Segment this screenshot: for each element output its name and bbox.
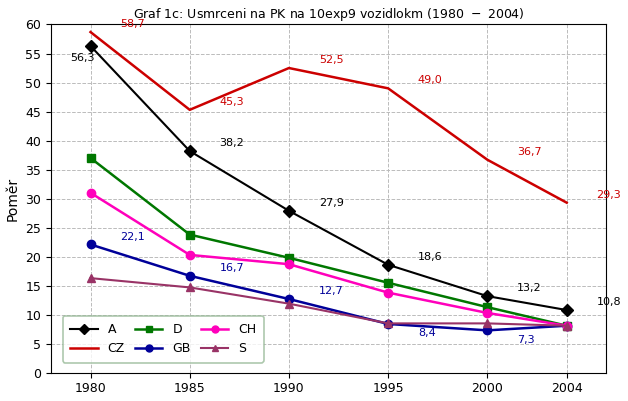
Text: 56,3: 56,3 [71, 53, 95, 63]
S [285, 301, 293, 306]
GB [87, 242, 94, 247]
D [563, 323, 570, 328]
Text: 13,2: 13,2 [517, 283, 542, 293]
Text: 45,3: 45,3 [219, 97, 244, 107]
Text: 58,7: 58,7 [121, 19, 145, 29]
Text: 49,0: 49,0 [418, 75, 443, 85]
Line: A: A [86, 42, 571, 314]
CH [186, 253, 193, 257]
D [384, 280, 392, 285]
D [87, 156, 94, 160]
Legend: A, CZ, D, GB, CH, S: A, CZ, D, GB, CH, S [63, 316, 264, 363]
CZ [384, 86, 392, 91]
A [384, 262, 392, 267]
GB [384, 322, 392, 326]
CZ [186, 107, 193, 112]
GB [484, 328, 491, 333]
D [186, 232, 193, 237]
CH [563, 323, 570, 328]
CH [384, 290, 392, 295]
CZ [563, 200, 570, 205]
CZ [285, 66, 293, 71]
CH [87, 190, 94, 195]
GB [285, 297, 293, 302]
Text: 7,3: 7,3 [517, 335, 534, 345]
Text: 18,6: 18,6 [418, 252, 443, 262]
A [484, 294, 491, 298]
Title: Graf 1c: Usmrceni na PK na 10exp9 vozidlokm $\it{(1980\ -\ 2004)}$: Graf 1c: Usmrceni na PK na 10exp9 vozidl… [133, 6, 524, 22]
A [563, 308, 570, 312]
Text: 10,8: 10,8 [597, 297, 621, 307]
A [285, 209, 293, 213]
GB [186, 273, 193, 278]
CZ [484, 157, 491, 162]
D [285, 255, 293, 260]
A [186, 149, 193, 154]
D [484, 305, 491, 310]
Text: 29,3: 29,3 [597, 190, 621, 200]
Y-axis label: Poměr: Poměr [6, 176, 19, 221]
Text: 12,7: 12,7 [318, 286, 344, 296]
Line: CH: CH [86, 188, 571, 330]
Text: 8,4: 8,4 [418, 328, 436, 338]
Line: CZ: CZ [90, 32, 566, 203]
A [87, 44, 94, 49]
S [563, 323, 570, 328]
CH [285, 262, 293, 267]
GB [563, 323, 570, 328]
Text: 16,7: 16,7 [219, 263, 244, 273]
CH [484, 310, 491, 315]
Text: 22,1: 22,1 [121, 231, 145, 241]
CZ [87, 30, 94, 34]
Text: 27,9: 27,9 [318, 198, 344, 208]
S [87, 276, 94, 281]
Text: 36,7: 36,7 [517, 147, 542, 157]
S [484, 321, 491, 326]
S [186, 285, 193, 290]
Line: GB: GB [86, 240, 571, 334]
Text: 52,5: 52,5 [318, 55, 344, 65]
Line: D: D [86, 154, 571, 330]
Text: 38,2: 38,2 [219, 138, 244, 148]
S [384, 321, 392, 326]
Line: S: S [86, 274, 571, 330]
